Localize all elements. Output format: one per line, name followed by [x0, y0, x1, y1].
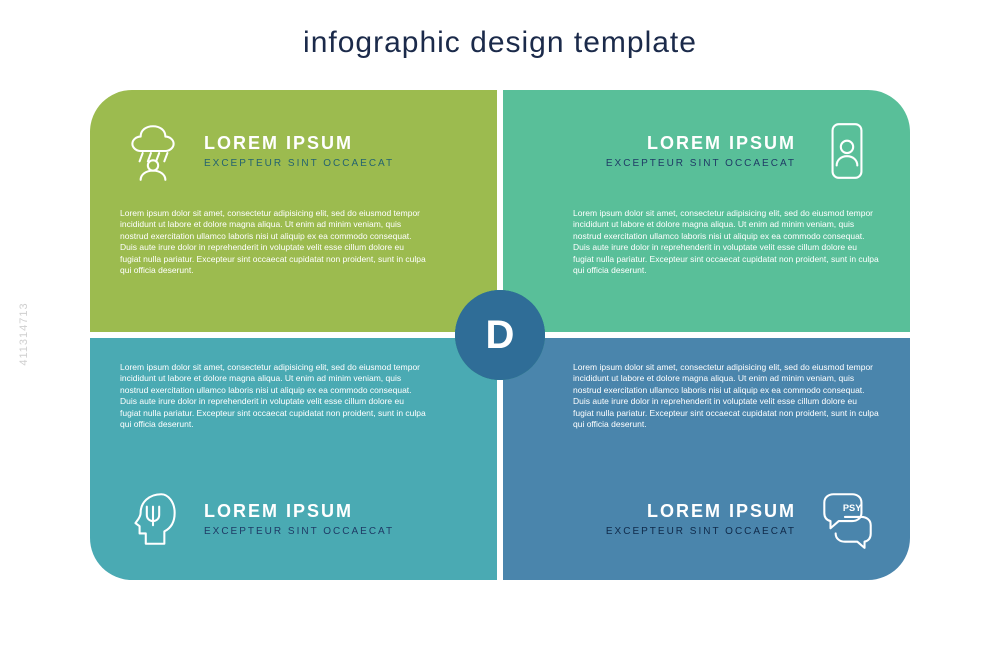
- panel-b-body: Lorem ipsum dolor sit amet, consectetur …: [573, 208, 880, 277]
- panel-grid: LOREM IPSUM EXCEPTEUR SINT OCCAECAT Lore…: [90, 90, 910, 580]
- infographic-page: 411314713 infographic design template LO…: [0, 0, 1000, 667]
- svg-text:PSY: PSY: [843, 503, 862, 513]
- panel-c-header: LOREM IPSUM EXCEPTEUR SINT OCCAECAT: [120, 486, 467, 552]
- panel-a: LOREM IPSUM EXCEPTEUR SINT OCCAECAT Lore…: [90, 90, 497, 332]
- panel-a-subheading: EXCEPTEUR SINT OCCAECAT: [204, 158, 394, 169]
- panel-d-header: PSY LOREM IPSUM EXCEPTEUR SINT OCCAECAT: [533, 486, 880, 552]
- panel-a-heading: LOREM IPSUM: [204, 133, 394, 154]
- rain-cloud-person-icon: [120, 118, 186, 184]
- panel-a-header: LOREM IPSUM EXCEPTEUR SINT OCCAECAT: [120, 118, 467, 184]
- panel-c-heading: LOREM IPSUM: [204, 501, 394, 522]
- head-psi-icon: [120, 486, 186, 552]
- panel-b: LOREM IPSUM EXCEPTEUR SINT OCCAECAT Lore…: [503, 90, 910, 332]
- panel-d-titles: LOREM IPSUM EXCEPTEUR SINT OCCAECAT: [606, 501, 796, 537]
- panel-d-letter: D: [455, 290, 545, 380]
- panel-b-subheading: EXCEPTEUR SINT OCCAECAT: [606, 158, 796, 169]
- panel-c-body: Lorem ipsum dolor sit amet, consectetur …: [120, 362, 427, 462]
- watermark-id: 411314713: [18, 302, 30, 365]
- panel-c-titles: LOREM IPSUM EXCEPTEUR SINT OCCAECAT: [204, 501, 394, 537]
- page-title: infographic design template: [0, 26, 1000, 60]
- panel-b-heading: LOREM IPSUM: [647, 133, 796, 154]
- panel-b-titles: LOREM IPSUM EXCEPTEUR SINT OCCAECAT: [606, 133, 796, 169]
- panel-a-body: Lorem ipsum dolor sit amet, consectetur …: [120, 208, 427, 277]
- panel-d: Lorem ipsum dolor sit amet, consectetur …: [503, 338, 910, 580]
- psy-chat-icon: PSY: [814, 486, 880, 552]
- panel-c-subheading: EXCEPTEUR SINT OCCAECAT: [204, 526, 394, 537]
- panel-d-subheading: EXCEPTEUR SINT OCCAECAT: [606, 526, 796, 537]
- panel-d-heading: LOREM IPSUM: [647, 501, 796, 522]
- panel-b-header: LOREM IPSUM EXCEPTEUR SINT OCCAECAT: [533, 118, 880, 184]
- phone-person-icon: [814, 118, 880, 184]
- panel-d-body: Lorem ipsum dolor sit amet, consectetur …: [573, 362, 880, 462]
- panel-c: Lorem ipsum dolor sit amet, consectetur …: [90, 338, 497, 580]
- panel-a-titles: LOREM IPSUM EXCEPTEUR SINT OCCAECAT: [204, 133, 394, 169]
